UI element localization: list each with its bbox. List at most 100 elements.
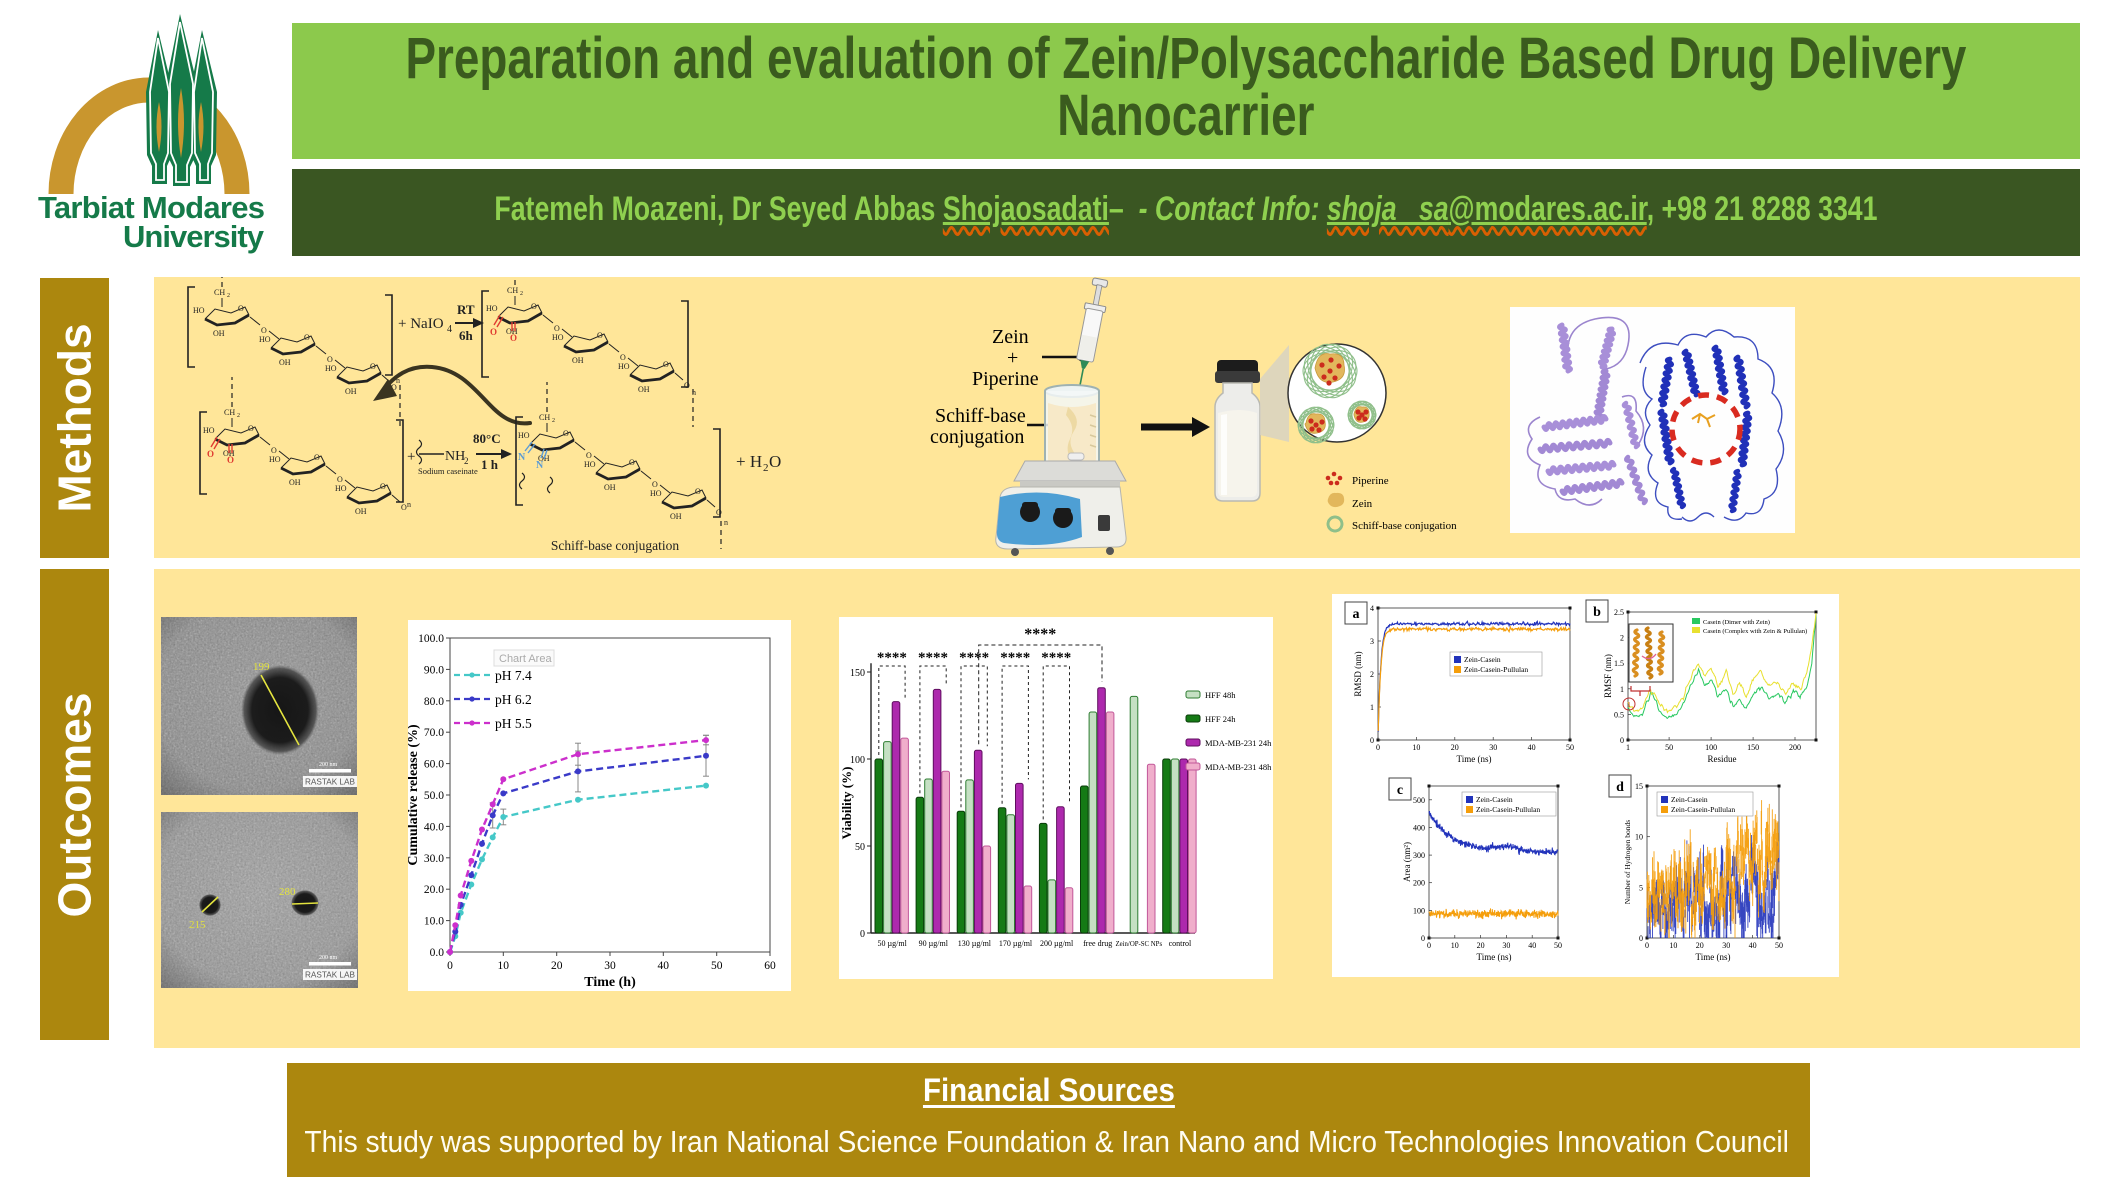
svg-text:O: O	[380, 482, 386, 491]
svg-text:HO: HO	[552, 333, 564, 342]
svg-text:10: 10	[1669, 941, 1677, 950]
svg-text:control: control	[1169, 939, 1192, 948]
svg-text:90.0: 90.0	[424, 664, 444, 676]
svg-text:O: O	[314, 453, 320, 462]
svg-text:0: 0	[1370, 736, 1374, 745]
svg-text:1: 1	[1626, 743, 1630, 752]
svg-text:200 nm: 200 nm	[319, 955, 338, 961]
svg-text:HO: HO	[486, 304, 498, 313]
svg-text:****: ****	[918, 650, 948, 666]
svg-text:40: 40	[1528, 941, 1536, 950]
svg-text:O: O	[629, 458, 635, 467]
svg-text:2.5: 2.5	[1614, 608, 1624, 617]
svg-text:Time (h): Time (h)	[584, 975, 636, 990]
svg-text:MDA-MB-231 24h: MDA-MB-231 24h	[1205, 738, 1272, 748]
svg-text:Time (ns): Time (ns)	[1696, 952, 1731, 962]
svg-text:6h: 6h	[459, 328, 474, 343]
svg-text:+ H: + H	[736, 452, 762, 471]
svg-text:4: 4	[1370, 604, 1374, 613]
svg-text:100.0: 100.0	[418, 633, 444, 645]
svg-text:0: 0	[1376, 743, 1380, 752]
svg-text:150: 150	[1747, 743, 1759, 752]
svg-text:HO: HO	[650, 489, 662, 498]
svg-text:Tarbiat Modares: Tarbiat Modares	[38, 190, 265, 225]
svg-text:O: O	[586, 451, 592, 460]
svg-text:HO: HO	[269, 455, 281, 464]
svg-text:400: 400	[1413, 824, 1425, 833]
svg-text:50.0: 50.0	[424, 790, 444, 802]
svg-text:2: 2	[237, 413, 240, 419]
svg-text:10: 10	[1412, 743, 1420, 752]
svg-text:1.5: 1.5	[1614, 659, 1624, 668]
svg-text:HFF 24h: HFF 24h	[1205, 714, 1236, 724]
svg-text:20: 20	[1451, 743, 1459, 752]
svg-text:1: 1	[1627, 701, 1631, 709]
svg-text:NH: NH	[445, 449, 465, 464]
svg-text:CH: CH	[224, 408, 235, 417]
svg-text:HO: HO	[518, 431, 530, 440]
svg-text:5: 5	[1639, 883, 1643, 892]
svg-text:80°C: 80°C	[473, 431, 501, 446]
svg-text:O: O	[370, 362, 376, 371]
svg-text:N: N	[536, 460, 544, 471]
svg-text:20: 20	[551, 960, 563, 972]
svg-text:100: 100	[850, 755, 865, 766]
svg-text:****: ****	[1000, 650, 1030, 666]
svg-text:OH: OH	[355, 507, 367, 516]
svg-text:O: O	[563, 429, 569, 438]
svg-text:Piperine: Piperine	[972, 368, 1039, 390]
svg-text:40: 40	[1749, 941, 1757, 950]
svg-text:HO: HO	[584, 460, 596, 469]
svg-text:2: 2	[520, 291, 523, 297]
svg-text:2: 2	[1620, 634, 1624, 643]
svg-text:OH: OH	[289, 478, 301, 487]
svg-text:20: 20	[1477, 941, 1485, 950]
svg-text:O: O	[769, 452, 781, 471]
svg-text:0: 0	[1639, 934, 1643, 943]
svg-text:Sodium caseinate: Sodium caseinate	[418, 466, 478, 476]
svg-text:80.0: 80.0	[424, 696, 444, 708]
svg-text:1: 1	[1370, 703, 1374, 712]
svg-text:****: ****	[959, 650, 989, 666]
svg-text:OH: OH	[223, 449, 235, 458]
svg-text:RMSD (nm): RMSD (nm)	[1353, 651, 1363, 696]
svg-text:CH: CH	[214, 288, 225, 297]
svg-text:Zein-Casein: Zein-Casein	[1476, 795, 1513, 804]
svg-text:b: b	[1593, 605, 1601, 620]
svg-text:Piperine: Piperine	[1352, 475, 1389, 487]
svg-text:0: 0	[1421, 934, 1425, 943]
svg-text:O: O	[531, 302, 537, 311]
svg-text:170 µg/ml: 170 µg/ml	[999, 939, 1033, 948]
svg-text:N: N	[518, 452, 526, 463]
svg-text:30: 30	[1489, 743, 1497, 752]
svg-text:Zein/OP-SC NPs: Zein/OP-SC NPs	[1115, 941, 1162, 948]
svg-text:OH: OH	[279, 358, 291, 367]
svg-text:n: n	[692, 388, 696, 397]
svg-text:a: a	[1353, 607, 1360, 622]
svg-text:O: O	[327, 355, 333, 364]
svg-text:20: 20	[1696, 941, 1704, 950]
svg-text:50: 50	[1554, 941, 1562, 950]
svg-text:RASTAK LAB: RASTAK LAB	[305, 971, 355, 980]
svg-text:10.0: 10.0	[424, 916, 444, 928]
svg-text:130 µg/ml: 130 µg/ml	[958, 939, 992, 948]
svg-text:O: O	[490, 327, 497, 337]
svg-text:OH: OH	[638, 385, 650, 394]
svg-text:Time (ns): Time (ns)	[1477, 952, 1512, 962]
svg-text:50: 50	[1665, 743, 1673, 752]
svg-text:pH 6.2: pH 6.2	[495, 692, 532, 707]
svg-text:200 µg/ml: 200 µg/ml	[1040, 939, 1074, 948]
svg-text:****: ****	[1041, 650, 1071, 666]
svg-text:Zein: Zein	[992, 326, 1029, 348]
svg-text:pH 7.4: pH 7.4	[495, 668, 532, 683]
svg-text:HO: HO	[618, 362, 630, 371]
svg-text:Zein-Casein-Pullulan: Zein-Casein-Pullulan	[1476, 805, 1540, 814]
svg-text:Schiff-base conjugation: Schiff-base conjugation	[1352, 520, 1457, 532]
svg-text:OH: OH	[604, 483, 616, 492]
svg-text:n: n	[724, 518, 728, 527]
svg-text:O: O	[337, 475, 343, 484]
svg-text:60.0: 60.0	[424, 759, 444, 771]
svg-text:Zein-Casein-Pullulan: Zein-Casein-Pullulan	[1464, 665, 1528, 674]
svg-text:50: 50	[855, 842, 865, 853]
svg-text:40: 40	[658, 960, 670, 972]
